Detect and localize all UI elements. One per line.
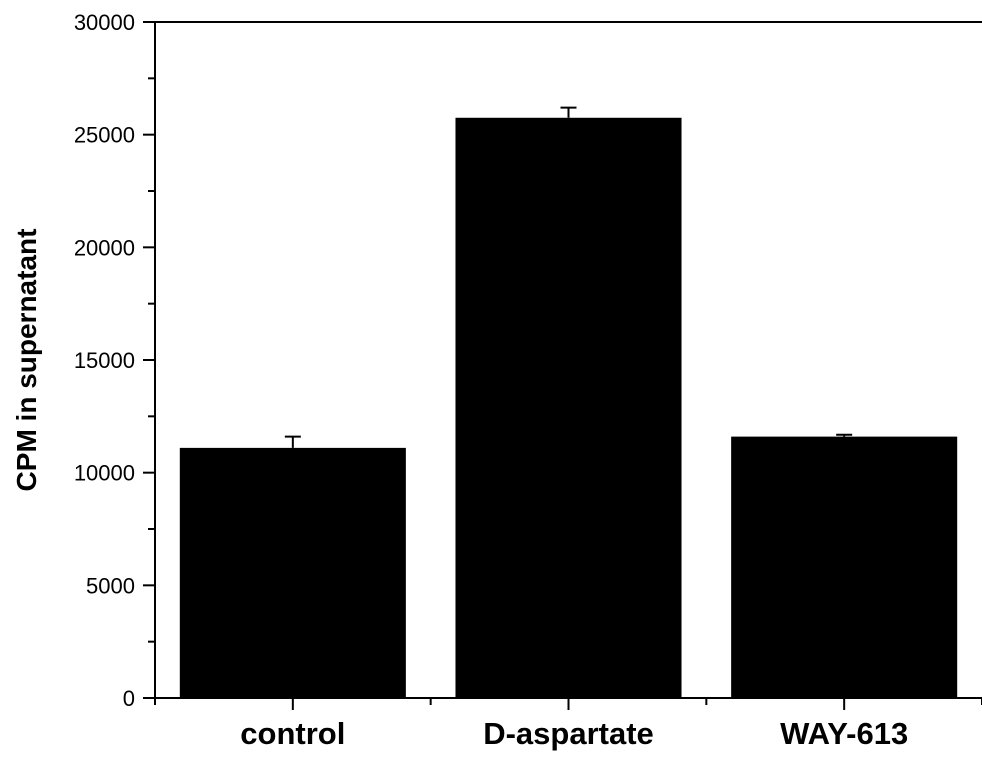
x-axis-ticks: control D-aspartate WAY-613 bbox=[154, 698, 982, 751]
error-bars bbox=[284, 106, 853, 448]
bar-1 bbox=[455, 117, 682, 699]
error-bar-2 bbox=[836, 433, 853, 437]
x-tick-label-1: D-aspartate bbox=[483, 716, 654, 751]
y-tick-label-1: 5000 bbox=[86, 573, 135, 598]
y-axis-title: CPM in supernatant bbox=[11, 229, 42, 492]
y-tick-label-6: 30000 bbox=[74, 10, 135, 35]
y-tick-label-2: 10000 bbox=[74, 461, 135, 486]
y-tick-label-5: 25000 bbox=[74, 123, 135, 148]
plot-area: 0 5000 10000 15000 20000 25000 30000 control D-… bbox=[74, 10, 982, 751]
y-tick-label-3: 15000 bbox=[74, 348, 135, 373]
bars bbox=[179, 117, 958, 699]
y-axis-ticks: 0 5000 10000 15000 20000 25000 30000 bbox=[74, 10, 155, 711]
bar-2 bbox=[731, 436, 958, 698]
y-tick-label-4: 20000 bbox=[74, 235, 135, 260]
y-tick-label-0: 0 bbox=[123, 686, 135, 711]
error-bar-0 bbox=[284, 435, 301, 448]
x-tick-label-0: control bbox=[240, 716, 345, 751]
x-tick-label-2: WAY-613 bbox=[780, 716, 908, 751]
error-bar-1 bbox=[560, 106, 577, 118]
bar-0 bbox=[179, 447, 406, 698]
